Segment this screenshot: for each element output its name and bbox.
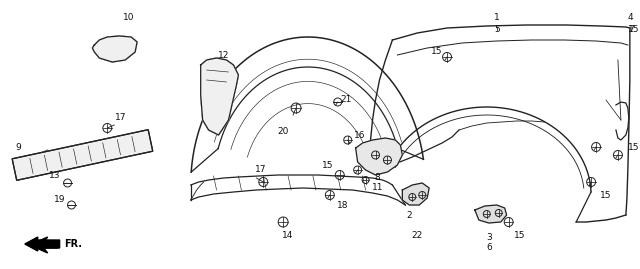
Text: 15: 15 (628, 143, 639, 151)
Text: 15: 15 (431, 48, 443, 56)
Text: 4: 4 (628, 13, 634, 23)
Text: 22: 22 (412, 231, 423, 239)
Text: 17: 17 (255, 165, 266, 175)
Polygon shape (30, 237, 58, 253)
Polygon shape (92, 36, 137, 62)
Text: 17: 17 (115, 114, 127, 122)
Text: 16: 16 (354, 130, 365, 140)
Text: 9: 9 (15, 143, 20, 153)
Polygon shape (403, 183, 429, 205)
Text: 7: 7 (628, 26, 634, 34)
Text: 12: 12 (218, 51, 229, 59)
Text: 21: 21 (340, 95, 351, 104)
Text: 20: 20 (278, 128, 289, 136)
Text: 14: 14 (282, 231, 294, 239)
Polygon shape (356, 138, 403, 175)
Text: 13: 13 (49, 171, 60, 179)
Text: FR.: FR. (65, 239, 83, 249)
Text: 5: 5 (494, 26, 500, 34)
Text: 15: 15 (600, 190, 612, 200)
Text: 15: 15 (628, 26, 639, 34)
Text: 15: 15 (322, 161, 333, 169)
Text: 18: 18 (337, 200, 349, 210)
Polygon shape (25, 237, 60, 251)
Text: 11: 11 (372, 183, 383, 193)
Polygon shape (475, 205, 507, 223)
Text: 19: 19 (54, 196, 65, 204)
Text: 6: 6 (486, 243, 492, 253)
Text: 10: 10 (124, 13, 135, 23)
Polygon shape (201, 58, 239, 135)
Text: 8: 8 (374, 174, 380, 182)
Text: 2: 2 (406, 211, 412, 220)
Text: 15: 15 (514, 231, 525, 239)
Polygon shape (12, 130, 153, 180)
Text: 3: 3 (486, 233, 492, 242)
Text: 1: 1 (494, 13, 500, 23)
